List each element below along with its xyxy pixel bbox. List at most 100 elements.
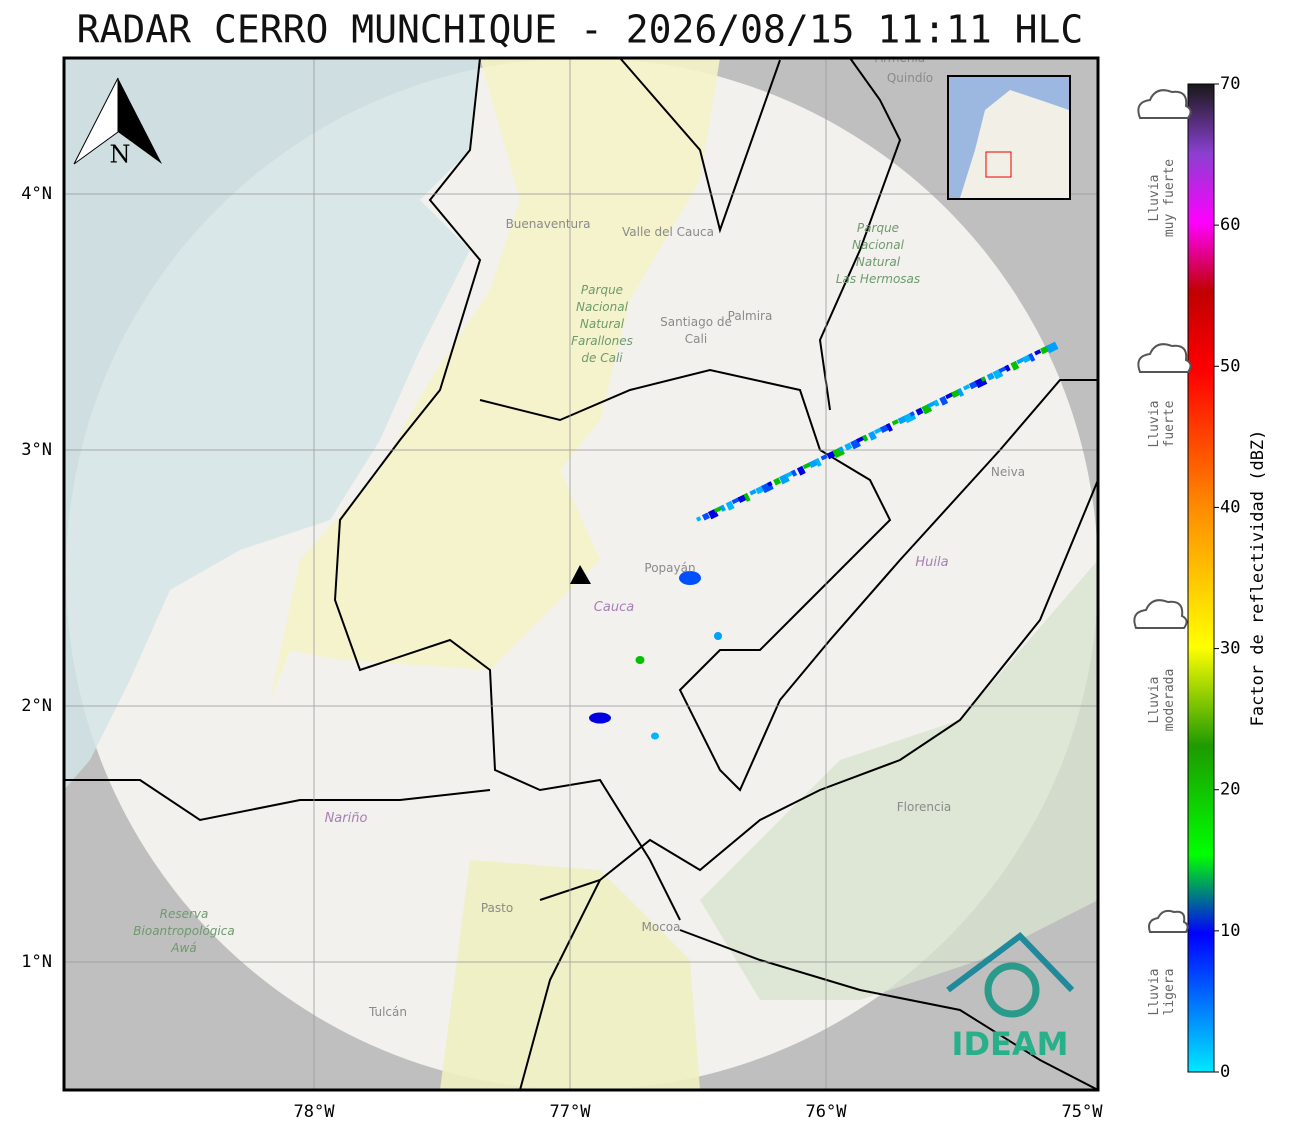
echo-cell xyxy=(796,465,806,476)
lon-tick-label: 77°W xyxy=(550,1102,592,1122)
rain-level-label: Lluviamoderada xyxy=(1147,669,1177,732)
place-line: Pasto xyxy=(481,901,513,915)
place-line: Neiva xyxy=(991,465,1025,479)
echo-cell xyxy=(957,387,965,397)
sea-in-range xyxy=(64,58,480,790)
place-label: Parque Nacional Natural Las Hermosas xyxy=(836,221,920,286)
rain-level-line: fuerte xyxy=(1162,400,1177,447)
echo-cell xyxy=(696,516,702,522)
place-label: Neiva xyxy=(991,465,1025,479)
echo-cell xyxy=(679,571,701,585)
rain-level-line: Lluvia xyxy=(1147,969,1162,1016)
place-line: Armenia xyxy=(875,51,925,65)
rain-level-label: Lluvialigera xyxy=(1147,969,1177,1016)
colorbar xyxy=(1187,83,1215,1073)
place-label: Tulcán xyxy=(368,1005,407,1019)
place-label: Popayán xyxy=(644,561,695,575)
place-line: Cali xyxy=(685,332,707,346)
place-label: Parque Nacional Natural Farallones de Cali xyxy=(571,283,633,365)
axes: 78°W 77°W 76°W 75°W 4°N 3°N 2°N 1°N xyxy=(21,184,1103,1122)
place-label: Armenia xyxy=(875,51,925,65)
colorbar-tick-label: 60 xyxy=(1220,215,1240,235)
place-label: Mocoa xyxy=(642,920,681,934)
colorbar-ticks: 0 10 20 30 40 50 60 70 xyxy=(1214,74,1240,1082)
place-line: Parque xyxy=(581,283,623,297)
logo-text: IDEAM xyxy=(952,1025,1069,1063)
inset-map xyxy=(947,75,1071,200)
place-label: Huila xyxy=(915,555,948,570)
forest xyxy=(700,560,1098,1000)
radar-echoes xyxy=(589,341,1059,740)
place-line: Natural xyxy=(580,317,625,331)
place-line: Awá xyxy=(170,941,196,955)
rain-level-line: moderada xyxy=(1162,669,1177,732)
colorbar-tick-label: 30 xyxy=(1220,639,1240,659)
north-arrow: N xyxy=(73,77,162,169)
rain-level-line: muy fuerte xyxy=(1162,159,1177,237)
echo-cell xyxy=(844,442,853,451)
rain-levels: Lluviamuy fuerteLluviafuerteLluviamodera… xyxy=(1133,89,1192,1016)
rain-level-label: Lluviamuy fuerte xyxy=(1147,159,1177,237)
place-line: Reserva xyxy=(160,907,209,921)
colorbar-tick-label: 40 xyxy=(1220,497,1240,517)
place-label: Palmira xyxy=(728,309,773,323)
north-label: N xyxy=(110,141,131,169)
place-line: Tulcán xyxy=(368,1005,407,1019)
place-label: Nariño xyxy=(325,811,368,826)
echo-cell xyxy=(962,384,971,391)
place-line: Cauca xyxy=(594,600,634,615)
echo-cell xyxy=(725,500,735,511)
place-label: Reserva Bioantropológica Awá xyxy=(133,907,234,955)
place-line: Bioantropológica xyxy=(133,924,234,938)
echo-cell xyxy=(651,732,659,740)
place-line: de Cali xyxy=(581,351,623,365)
lon-tick-label: 76°W xyxy=(806,1102,848,1122)
place-line: Nariño xyxy=(325,811,368,826)
echo-cell xyxy=(767,481,773,487)
echo-cell xyxy=(790,469,798,477)
lat-tick-label: 1°N xyxy=(21,952,52,972)
colorbar-tick-label: 10 xyxy=(1220,921,1240,941)
echo-cell xyxy=(980,376,987,382)
place-line: Natural xyxy=(856,255,901,269)
lat-tick-label: 3°N xyxy=(21,440,52,460)
place-label: Pasto xyxy=(481,901,513,915)
place-line: Buenaventura xyxy=(506,217,591,231)
place-labels: Buenaventura Valle del Cauca Parque Naciona… xyxy=(133,51,1025,1019)
place-line: Popayán xyxy=(644,561,695,575)
echo-cell xyxy=(719,504,726,512)
echo-cell xyxy=(933,399,940,407)
echo-cell xyxy=(701,512,710,521)
lon-tick-label: 75°W xyxy=(1062,1102,1104,1122)
rain-level-line: Lluvia xyxy=(1147,175,1162,222)
echo-cell xyxy=(743,492,751,502)
echo-cell xyxy=(773,477,782,486)
title: RADAR CERRO MUNCHIQUE - 2026/08/15 11:11… xyxy=(77,8,1084,52)
place-label: Valle del Cauca xyxy=(622,225,714,239)
echo-cell xyxy=(986,372,995,381)
rain-level-line: Lluvia xyxy=(1147,401,1162,448)
echo-cell xyxy=(939,395,949,406)
echo-cell xyxy=(714,632,722,640)
place-line: Las Hermosas xyxy=(836,272,920,286)
place-line: Huila xyxy=(915,555,948,570)
echo-cell xyxy=(820,454,828,461)
echo-cell xyxy=(589,712,611,724)
place-label: Santiago de Cali xyxy=(660,315,732,346)
echo-cell xyxy=(635,656,645,664)
place-line: Santiago de xyxy=(660,315,732,329)
echo-cell xyxy=(838,446,844,452)
place-label: Quindío xyxy=(887,71,933,85)
rain-level-line: Lluvia xyxy=(1147,677,1162,724)
echo-cell xyxy=(1004,364,1011,372)
place-line: Quindío xyxy=(887,71,933,85)
place-line: Florencia xyxy=(897,800,952,814)
colorbar-tick-label: 0 xyxy=(1220,1062,1230,1082)
place-line: Nacional xyxy=(576,300,629,314)
echo-cell xyxy=(862,434,869,442)
place-label: Florencia xyxy=(897,800,952,814)
logo: IDEAM xyxy=(946,932,1075,1063)
echo-cell xyxy=(909,411,915,417)
lat-tick-label: 4°N xyxy=(21,184,52,204)
